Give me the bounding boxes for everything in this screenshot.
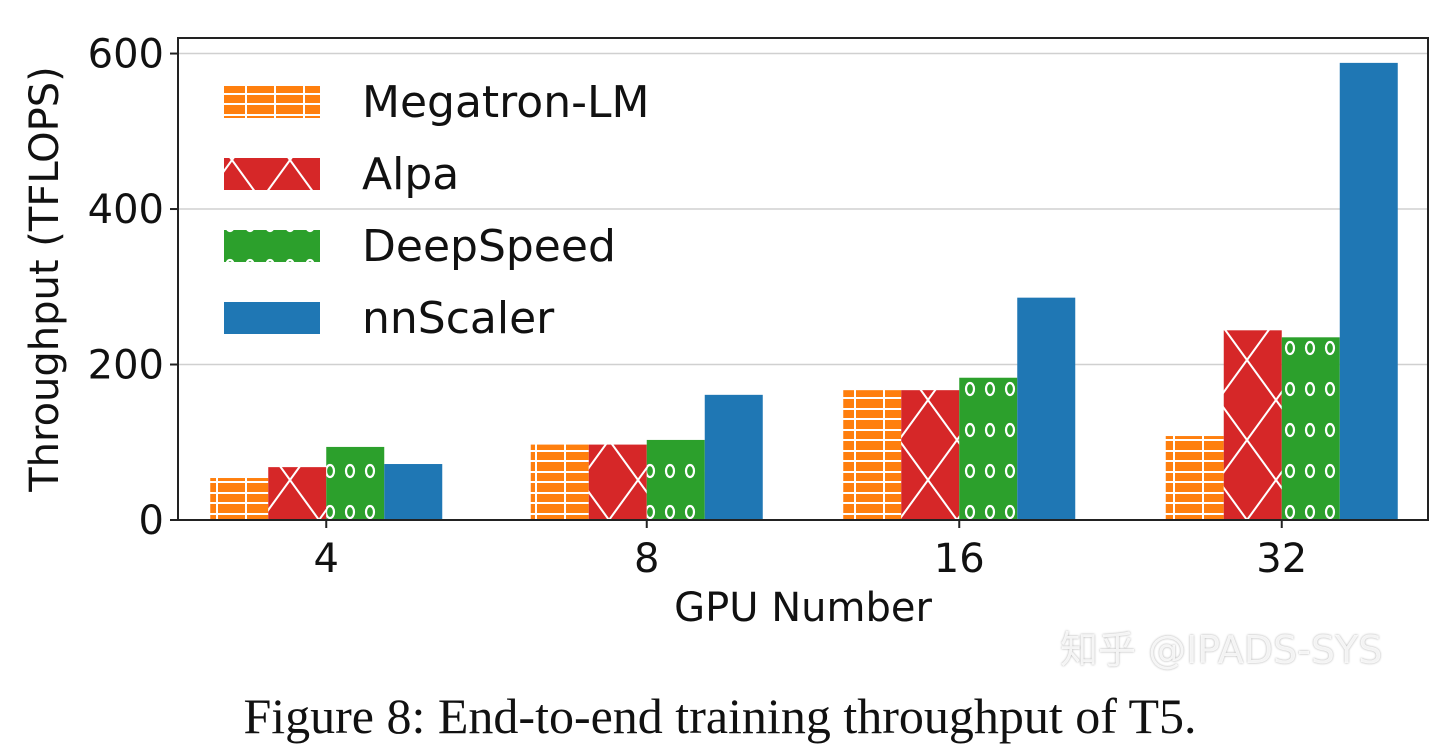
bar-nnscaler-16 bbox=[1017, 297, 1076, 520]
y-tick-label: 400 bbox=[88, 187, 164, 233]
legend-label: DeepSpeed bbox=[362, 221, 616, 272]
watermark: 知乎 @IPADS-SYS bbox=[1060, 628, 1383, 672]
x-tick-label: 4 bbox=[314, 536, 339, 582]
bar-alpa-32 bbox=[1223, 330, 1282, 520]
bar-deepspeed-32 bbox=[1281, 337, 1340, 520]
bar-nnscaler-32 bbox=[1339, 62, 1398, 521]
x-tick-label: 16 bbox=[934, 536, 985, 582]
legend-swatch-megatron-lm bbox=[224, 86, 320, 118]
legend-label: nnScaler bbox=[362, 293, 555, 344]
bar-megatron-lm-16 bbox=[843, 390, 902, 520]
bar-alpa-16 bbox=[901, 390, 960, 520]
x-axis-label: GPU Number bbox=[674, 585, 932, 631]
bar-deepspeed-16 bbox=[959, 377, 1018, 520]
bar-megatron-lm-32 bbox=[1165, 436, 1224, 520]
plot-frame bbox=[177, 37, 1429, 521]
legend-swatch-nnscaler bbox=[224, 302, 320, 334]
bar-alpa-8 bbox=[588, 444, 647, 520]
bar-nnscaler-4 bbox=[384, 464, 443, 520]
x-tick-label: 32 bbox=[1256, 536, 1307, 582]
y-tick-label: 600 bbox=[88, 32, 164, 78]
bar-alpa-4 bbox=[268, 467, 327, 520]
y-axis-label: Throughput (TFLOPS) bbox=[22, 66, 68, 493]
y-tick-label: 200 bbox=[88, 343, 164, 389]
legend-label: Megatron-LM bbox=[362, 77, 649, 128]
legend-swatch-alpa bbox=[224, 158, 320, 190]
legend-swatch-deepspeed bbox=[224, 230, 320, 262]
bar-deepspeed-8 bbox=[646, 439, 705, 520]
figure-caption: Figure 8: End-to-end training throughput… bbox=[243, 688, 1197, 744]
bar-deepspeed-4 bbox=[326, 446, 385, 520]
bar-megatron-lm-8 bbox=[530, 444, 589, 520]
y-tick-label: 0 bbox=[139, 498, 164, 544]
bar-megatron-lm-4 bbox=[210, 478, 269, 520]
x-tick-label: 8 bbox=[634, 536, 659, 582]
bar-nnscaler-8 bbox=[704, 394, 763, 520]
legend-label: Alpa bbox=[362, 149, 459, 200]
